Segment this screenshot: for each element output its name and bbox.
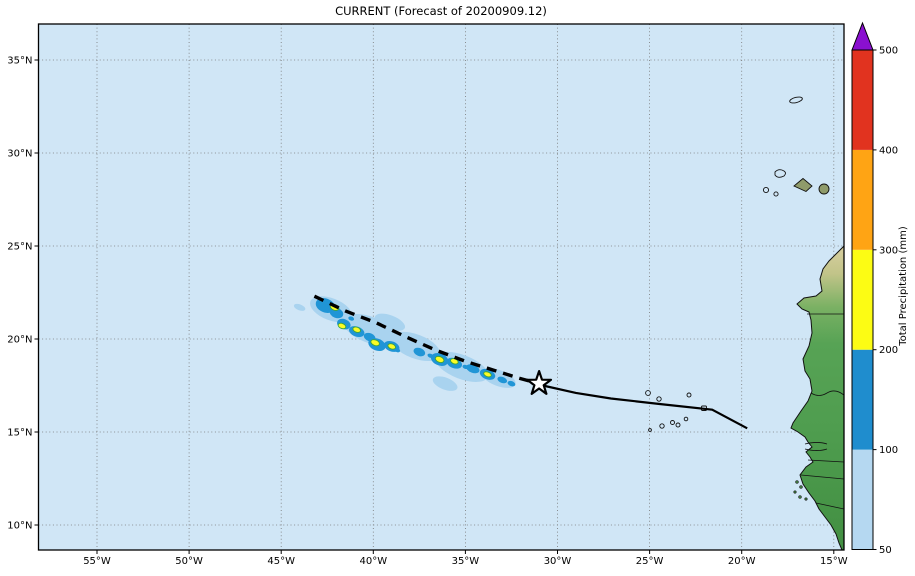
precip-cell — [387, 343, 397, 350]
precip-cell — [497, 376, 508, 384]
precipitation-colorbar: 50 100 200 300 400 500 Total Precipitation (m… — [851, 21, 909, 556]
precip-cell — [352, 326, 362, 333]
precip-cell — [507, 380, 516, 387]
colorbar-over-arrow — [851, 21, 874, 51]
africa-landmass — [790, 245, 844, 550]
cape-verde-islands — [645, 390, 707, 432]
y-axis-latitude: 35°N 30°N 25°N 20°N 15°N 10°N — [7, 56, 39, 532]
precip-cell — [348, 316, 355, 321]
x-tick-label: 30°W — [544, 556, 572, 567]
y-tick-label: 10°N — [7, 521, 32, 532]
x-tick-label: 25°W — [636, 556, 664, 567]
colorbar-tick-label: 100 — [879, 445, 898, 456]
colorbar-segment — [852, 149, 873, 250]
precip-cell — [374, 313, 406, 331]
map-title: CURRENT (Forecast of 20200909.12) — [335, 4, 547, 18]
colorbar-segment — [852, 50, 873, 150]
x-tick-label: 50°W — [175, 556, 203, 567]
x-tick-label: 20°W — [728, 556, 756, 567]
precip-cell — [370, 339, 380, 347]
precip-cell — [394, 348, 401, 353]
canary-islands — [762, 169, 830, 197]
precip-cell — [434, 355, 445, 363]
precip-cell — [391, 331, 441, 362]
x-tick-label: 55°W — [83, 556, 111, 567]
x-tick-label: 40°W — [359, 556, 387, 567]
colorbar-tick-label: 300 — [879, 245, 898, 256]
colorbar-ticks: 50 100 200 300 400 500 — [873, 46, 898, 556]
x-tick-label: 15°W — [820, 556, 848, 567]
precip-cell — [483, 371, 492, 378]
precip-cell — [315, 298, 336, 313]
x-tick-label: 45°W — [267, 556, 295, 567]
past-track-line — [542, 384, 748, 430]
y-tick-label: 15°N — [7, 428, 32, 439]
precip-cell — [432, 376, 458, 391]
y-tick-label: 25°N — [7, 242, 32, 253]
precip-cell — [329, 307, 344, 319]
africa-coastline — [790, 245, 844, 550]
ocean-background — [38, 24, 844, 550]
y-tick-label: 20°N — [7, 335, 32, 346]
precip-cell — [293, 303, 306, 311]
y-tick-label: 35°N — [7, 56, 32, 67]
colorbar-tick-label: 50 — [879, 545, 892, 556]
country-borders — [800, 313, 844, 510]
colorbar-segments — [852, 50, 873, 550]
precip-cell — [337, 322, 347, 330]
y-tick-label: 30°N — [7, 149, 32, 160]
colorbar-tick-label: 500 — [879, 46, 898, 57]
coastal-islets — [793, 480, 808, 501]
colorbar-segment — [852, 249, 873, 350]
current-position-star — [526, 370, 553, 395]
x-axis-longitude: 55°W 50°W 45°W 40°W 35°W 30°W 25°W 20°W 15°W — [83, 550, 848, 567]
x-tick-label: 35°W — [452, 556, 480, 567]
colorbar-segment — [852, 349, 873, 450]
precip-cell — [466, 364, 480, 374]
precip-cell — [413, 347, 426, 357]
colorbar-axis-label: Total Precipitation (mm) — [898, 226, 909, 347]
colorbar-tick-label: 400 — [879, 145, 898, 156]
madeira-islands — [789, 96, 803, 104]
map-frame — [37, 23, 845, 551]
forecast-track-dashed — [313, 294, 540, 386]
colorbar-tick-label: 200 — [879, 345, 898, 356]
colorbar-segment — [852, 449, 873, 550]
colorbar-outline — [851, 49, 874, 550]
